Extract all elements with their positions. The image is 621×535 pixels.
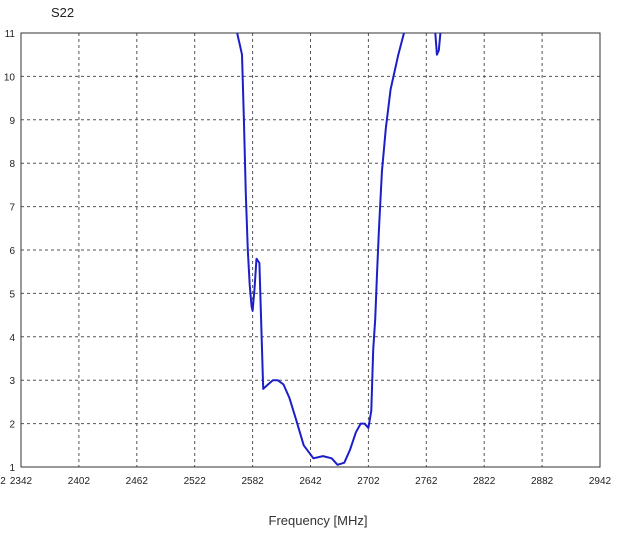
- y-tick-label: 5: [9, 289, 15, 300]
- x-tick-label: 2462: [126, 476, 149, 487]
- x-tick-label: 2522: [184, 476, 207, 487]
- x-tick-label: 2402: [68, 476, 91, 487]
- y-tick-labels: 1 2 3 4 5 6 7 8 9 10 11: [4, 29, 16, 474]
- x-tick-label: 2582: [241, 476, 264, 487]
- y-tick-label: 2: [9, 420, 15, 431]
- y-tick-label: 11: [5, 29, 16, 40]
- y-tick-label: 6: [9, 246, 15, 257]
- x-tick-label: 2342: [10, 476, 33, 487]
- y-tick-label: 8: [9, 159, 15, 170]
- x-tick-label: 2702: [357, 476, 380, 487]
- x-tick-labels: 2342 2402 2462 2522 2582 2642 2702 2762 2822 2882…: [10, 476, 612, 487]
- x-tick-label: 2882: [531, 476, 554, 487]
- x-tick-label: 2762: [415, 476, 438, 487]
- series-line-1: [236, 33, 406, 466]
- y-tick-label: 9: [9, 116, 15, 127]
- plot-frame: [20, 32, 601, 468]
- x-tick-label: 2942: [589, 476, 612, 487]
- stray-tick-label: 2: [0, 476, 6, 487]
- chart-title: S22: [51, 5, 74, 20]
- y-tick-label: 10: [4, 72, 16, 83]
- y-tick-label: 7: [9, 203, 15, 214]
- x-tick-label: 2642: [299, 476, 322, 487]
- y-tick-label: 4: [9, 333, 15, 344]
- series-layer: [236, 33, 442, 466]
- x-axis-title: Frequency [MHz]: [269, 513, 368, 528]
- y-tick-label: 3: [9, 376, 15, 387]
- series-line-2: [434, 33, 442, 56]
- y-tick-label: 1: [9, 463, 15, 474]
- x-tick-label: 2822: [473, 476, 496, 487]
- grid: [21, 33, 600, 467]
